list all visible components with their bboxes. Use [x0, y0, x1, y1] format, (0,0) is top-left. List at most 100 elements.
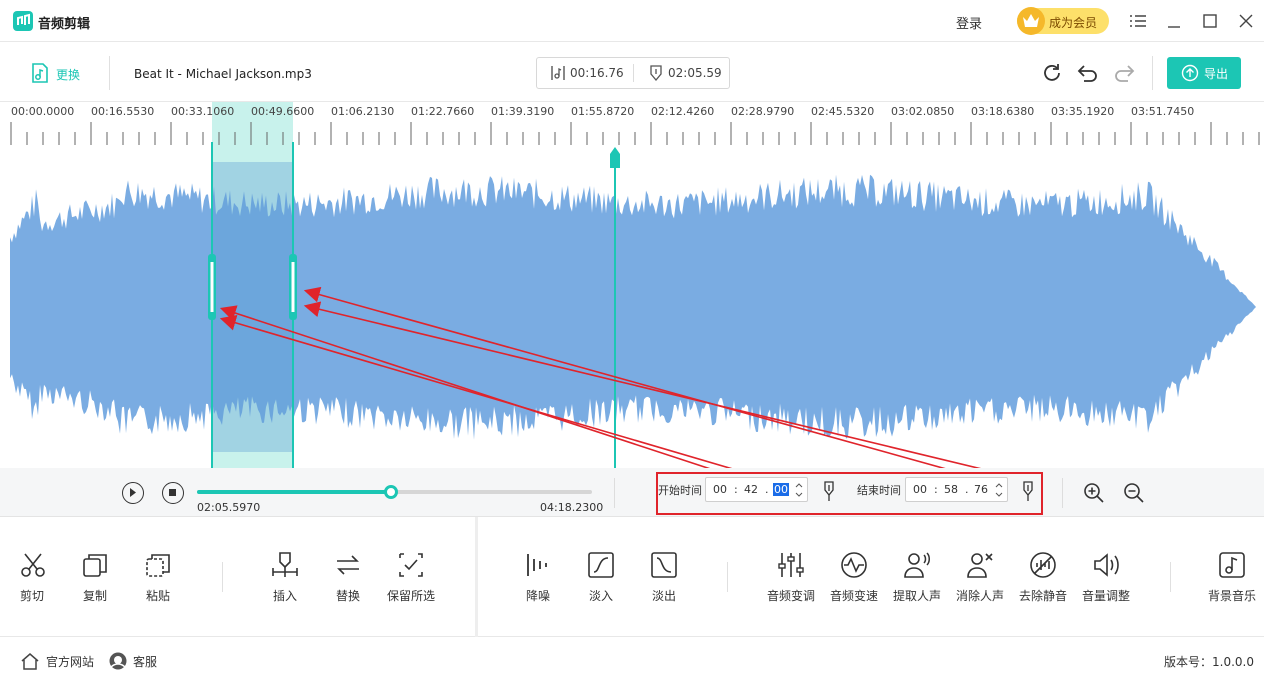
export-button[interactable]: 导出 — [1167, 57, 1241, 89]
total-duration-icon — [650, 65, 662, 81]
swap-icon — [337, 555, 359, 575]
minimize-icon[interactable] — [1164, 11, 1184, 31]
keep-selection-tool[interactable]: 保留所选 — [381, 551, 441, 611]
progress-knob[interactable] — [383, 485, 398, 499]
stop-button[interactable] — [162, 482, 184, 504]
scissors-icon — [21, 553, 45, 577]
mute-remove-icon — [1030, 552, 1056, 578]
redo-icon[interactable] — [1112, 61, 1136, 85]
spinner-icon[interactable] — [994, 480, 1004, 500]
ruler-tick-label: 00:00.0000 — [11, 105, 75, 118]
denoise-icon — [527, 554, 547, 576]
maximize-icon[interactable] — [1200, 11, 1220, 31]
person-remove-icon — [967, 553, 993, 578]
speed-label: 音频变速 — [829, 589, 878, 603]
timeline-ruler[interactable]: 00:00.0000 00:16.5530 00:33.1060 00:49.6600… — [0, 102, 1264, 147]
end-time-input[interactable]: 00 : 58 . 76 — [905, 477, 1008, 502]
paste-tool[interactable]: 粘贴 — [128, 551, 188, 611]
spinner-icon[interactable] — [794, 480, 804, 500]
change-file-label: 更换 — [56, 68, 81, 82]
set-start-pin-icon[interactable] — [822, 480, 836, 502]
copy-icon — [83, 554, 107, 577]
set-end-pin-icon[interactable] — [1021, 480, 1035, 502]
vip-label: 成为会员 — [1049, 16, 1098, 30]
file-music-icon — [32, 63, 48, 83]
undo-icon[interactable] — [1076, 61, 1100, 85]
fade-out-tool[interactable]: 淡出 — [634, 551, 694, 611]
tools-separator — [1170, 562, 1171, 592]
waveform-canvas[interactable] — [0, 102, 1264, 468]
ruler-tick-label: 01:55.8720 — [571, 105, 635, 118]
colon: : — [734, 483, 738, 496]
playback-divider — [1062, 478, 1063, 508]
colon: : — [934, 483, 938, 496]
start-hours: 00 — [713, 483, 727, 496]
keep-selection-icon — [399, 553, 423, 577]
dot: . — [765, 483, 769, 496]
end-minutes: 58 — [944, 483, 958, 496]
speed-tool[interactable]: 音频变速 — [824, 551, 884, 611]
customer-service-icon — [109, 652, 127, 670]
change-file-button[interactable]: 更换 — [30, 62, 80, 84]
extract-vocal-tool[interactable]: 提取人声 — [887, 551, 947, 611]
login-button[interactable]: 登录 — [956, 17, 983, 32]
playback-progress[interactable] — [197, 485, 592, 499]
playback-bar: 02:05.5970 04:18.2300 开始时间 00 : 42 . 00 … — [0, 468, 1264, 517]
speed-wave-icon — [841, 552, 867, 578]
tools-divider — [475, 517, 478, 637]
edit-tools-panel: 剪切 复制 粘贴 插入 替换 保留所选 — [0, 517, 1264, 637]
volume-tool[interactable]: 音量调整 — [1076, 551, 1136, 611]
cut-label: 剪切 — [19, 589, 44, 603]
ruler-tick-label: 00:33.1060 — [171, 105, 235, 118]
close-icon[interactable] — [1236, 11, 1256, 31]
replace-tool[interactable]: 替换 — [318, 551, 378, 611]
duration-divider — [633, 64, 634, 82]
paste-icon — [146, 554, 170, 577]
ruler-tick-label: 00:49.6600 — [251, 105, 315, 118]
cut-tool[interactable]: 剪切 — [2, 551, 62, 611]
refresh-icon[interactable] — [1040, 61, 1064, 85]
stop-icon — [169, 489, 176, 496]
end-hours: 00 — [913, 483, 927, 496]
ruler-tick-label: 01:06.2130 — [331, 105, 395, 118]
remove-silence-label: 去除静音 — [1018, 589, 1067, 603]
file-name: Beat It - Michael Jackson.mp3 — [134, 67, 312, 81]
menu-icon[interactable] — [1128, 11, 1148, 31]
official-website-link[interactable]: 官方网站 — [46, 655, 95, 669]
start-minutes: 42 — [744, 483, 758, 496]
remove-silence-tool[interactable]: 去除静音 — [1013, 551, 1073, 611]
start-time-input[interactable]: 00 : 42 . 00 — [705, 477, 808, 502]
status-bar: 官方网站 客服 版本号：1.0.0.0 — [0, 638, 1264, 684]
person-voice-icon — [904, 552, 930, 578]
paste-label: 粘贴 — [145, 589, 170, 603]
home-icon — [21, 653, 39, 670]
toolbar: 更换 Beat It - Michael Jackson.mp3 00:16.7… — [0, 42, 1264, 102]
copy-tool[interactable]: 复制 — [65, 551, 125, 611]
keep-selection-label: 保留所选 — [386, 589, 435, 603]
denoise-tool[interactable]: 降噪 — [508, 551, 568, 611]
vip-button[interactable]: 成为会员 — [1017, 7, 1109, 35]
bgm-tool[interactable]: 背景音乐 — [1202, 551, 1262, 611]
customer-service-link[interactable]: 客服 — [133, 655, 158, 669]
insert-tool[interactable]: 插入 — [255, 551, 315, 611]
toolbar-divider — [109, 56, 110, 90]
duration-box: 00:16.76 02:05.59 — [536, 57, 730, 89]
zoom-in-icon[interactable] — [1082, 481, 1106, 505]
speaker-icon — [1094, 553, 1119, 577]
play-button[interactable] — [122, 482, 144, 504]
selection-duration-icon — [551, 66, 565, 80]
fade-in-tool[interactable]: 淡入 — [571, 551, 631, 611]
selection-overlay — [212, 162, 293, 452]
copy-label: 复制 — [82, 589, 107, 603]
app-logo-icon — [13, 11, 33, 31]
annotation-arrow — [303, 301, 982, 468]
ruler-ticks — [10, 122, 1260, 145]
ruler-tick-label: 01:39.3190 — [491, 105, 555, 118]
bgm-label: 背景音乐 — [1207, 589, 1256, 603]
pitch-tool[interactable]: 音频变调 — [761, 551, 821, 611]
zoom-out-icon[interactable] — [1122, 481, 1146, 505]
remove-vocal-tool[interactable]: 消除人声 — [950, 551, 1010, 611]
crown-icon — [1017, 7, 1045, 35]
waveform-area[interactable] — [0, 102, 1264, 468]
